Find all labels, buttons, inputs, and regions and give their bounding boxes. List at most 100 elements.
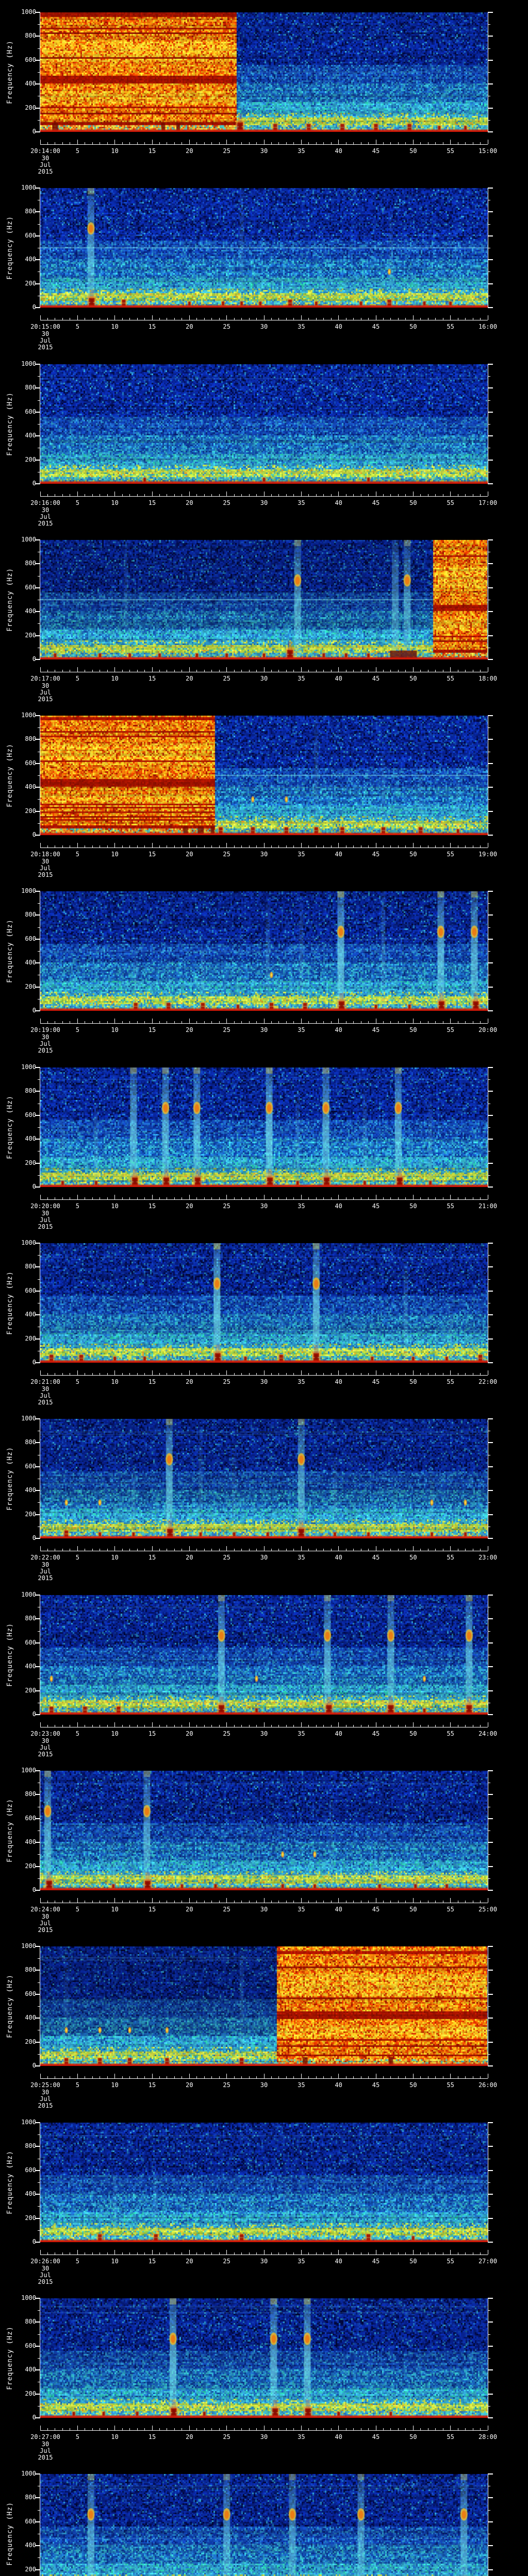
spectrogram-canvas: [40, 2474, 488, 2576]
y-tick-label: 1000: [21, 1415, 36, 1422]
date-line-month: Jul: [40, 2095, 51, 2103]
y-axis-title: Frequency (Hz): [6, 40, 14, 104]
x-tick-minor: [256, 142, 257, 144]
date-line-day: 30: [41, 1737, 50, 1744]
x-tick-minor: [390, 142, 391, 144]
x-tick-major: [189, 1898, 190, 1903]
x-tick-minor: [383, 1901, 384, 1903]
y-tick-label: 0: [32, 2238, 36, 2245]
y-tick-label: 200: [25, 982, 36, 990]
x-tick-minor: [435, 2076, 436, 2078]
y-tick-minor-left: [38, 623, 40, 624]
x-tick-minor: [219, 670, 220, 672]
x-tick-major: [152, 843, 153, 848]
y-tick-label: 1000: [21, 360, 36, 367]
x-tick-minor: [316, 1021, 317, 1023]
x-tick-label: 45: [372, 1906, 380, 1913]
x-tick-minor: [398, 845, 399, 848]
y-tick-major-right: [488, 1338, 493, 1340]
x-tick-label: 35: [298, 2258, 305, 2265]
y-tick-minor-right: [488, 1255, 490, 1256]
y-tick-minor-right: [488, 2054, 490, 2055]
y-tick-major-left: [35, 2170, 40, 2171]
x-tick-minor: [271, 1197, 272, 1199]
y-tick-label: 800: [25, 2494, 36, 2501]
x-tick-minor: [278, 2076, 279, 2078]
y-tick-label: 600: [25, 1990, 36, 1997]
y-tick-label: 1000: [21, 8, 36, 15]
y-tick-minor-left: [38, 2334, 40, 2335]
y-tick-major-left: [35, 962, 40, 964]
date-line-day: 30: [41, 1385, 50, 1393]
y-tick-major-right: [488, 1514, 493, 1515]
x-tick-minor: [405, 1373, 406, 1375]
x-tick-minor: [435, 1021, 436, 1023]
x-tick-label: 30: [260, 1730, 268, 1737]
x-tick-minor: [398, 1021, 399, 1023]
spectrogram-panel: Frequency (Hz) 0 200 400 600 800 1000 5 10 15 20 25…: [0, 703, 528, 879]
x-tick-minor: [465, 845, 466, 848]
y-tick-minor-left: [38, 1127, 40, 1128]
x-tick-label: 35: [298, 1554, 305, 1561]
y-tick-major-left: [35, 2345, 40, 2347]
x-tick-major: [450, 492, 451, 496]
y-tick-major-right: [488, 12, 493, 13]
x-tick-major: [114, 1370, 116, 1375]
x-tick-major: [412, 2250, 414, 2255]
y-tick-label: 0: [32, 2062, 36, 2069]
y-tick-major-right: [488, 986, 493, 988]
date-line-year: 2015: [38, 2278, 53, 2285]
y-tick-major-left: [35, 2569, 40, 2570]
y-tick-minor-right: [488, 1631, 490, 1632]
y-tick-minor-right: [488, 424, 490, 425]
x-tick-label: 50: [409, 1554, 417, 1561]
x-tick-minor: [323, 1197, 324, 1199]
y-tick-minor-left: [38, 24, 40, 25]
x-tick-minor: [435, 318, 436, 320]
x-tick-minor: [107, 1021, 108, 1023]
x-tick-label: 50: [409, 2433, 417, 2441]
x-tick-minor: [234, 1373, 235, 1375]
x-tick-minor: [435, 2428, 436, 2430]
x-tick-minor: [383, 1725, 384, 1727]
y-tick-label: 200: [25, 455, 36, 463]
y-tick-major-right: [488, 1418, 493, 1419]
y-tick-minor-right: [488, 1854, 490, 1855]
x-tick-minor: [398, 142, 399, 144]
x-tick-label: 30: [260, 2081, 268, 2089]
x-tick-minor: [47, 845, 48, 848]
x-tick-minor: [196, 2076, 197, 2078]
x-tick-minor: [293, 1549, 294, 1551]
x-tick-minor: [211, 1901, 212, 1903]
x-tick-major: [77, 140, 78, 144]
x-tick-major: [152, 667, 153, 672]
x-tick-minor: [368, 2428, 369, 2430]
y-tick-label: 600: [25, 1111, 36, 1118]
x-tick-minor: [144, 318, 145, 320]
x-end-time-label: 24:00: [478, 1730, 498, 1737]
x-tick-minor: [383, 1373, 384, 1375]
y-tick-major-left: [35, 1067, 40, 1068]
x-tick-major: [412, 667, 414, 672]
y-tick-minor-left: [38, 2510, 40, 2511]
x-tick-minor: [271, 1549, 272, 1551]
x-tick-label: 35: [298, 323, 305, 330]
y-tick-minor-left: [38, 1255, 40, 1256]
x-tick-minor: [249, 2428, 250, 2430]
x-tick-minor: [465, 494, 466, 496]
y-tick-major-right: [488, 2242, 493, 2243]
x-tick-minor: [465, 2076, 466, 2078]
x-tick-minor: [196, 1725, 197, 1727]
y-tick-major-left: [35, 1642, 40, 1643]
x-tick-minor: [435, 1901, 436, 1903]
x-tick-label: 15: [148, 147, 156, 155]
x-tick-label: 15: [148, 675, 156, 682]
x-tick-minor: [129, 2076, 130, 2078]
x-tick-minor: [286, 670, 287, 672]
x-tick-major: [450, 2426, 451, 2430]
x-tick-major: [40, 2426, 41, 2430]
x-tick-label: 50: [409, 2081, 417, 2089]
x-tick-minor: [278, 845, 279, 848]
x-tick-minor: [122, 1549, 123, 1551]
y-tick-major-right: [488, 188, 493, 189]
